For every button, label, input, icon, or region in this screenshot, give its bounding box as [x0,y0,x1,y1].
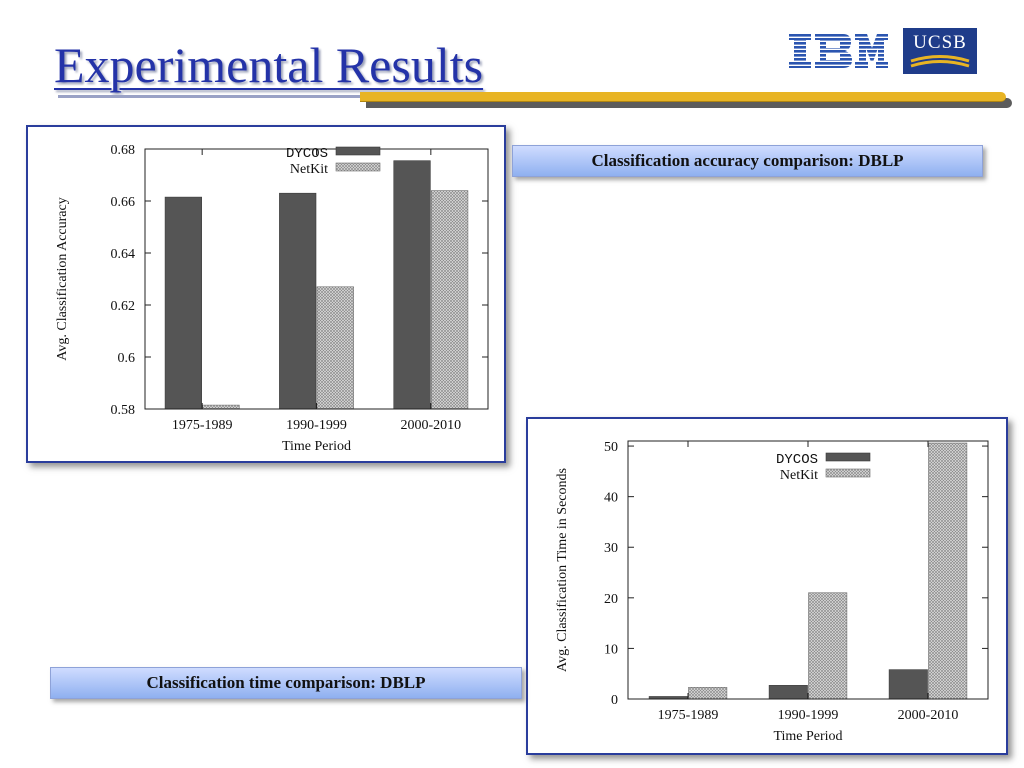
accuracy-bar-dycos-1990-1999 [279,192,317,410]
accuracy-x-tick-label: 1990-1999 [286,418,347,433]
accuracy-x-tick-label: 2000-2010 [400,418,461,433]
title-underline-rule [58,95,378,98]
accent-rule [360,92,1006,102]
accuracy-bar-netkit-2000-2010 [431,190,469,410]
accuracy-y-tick-label: 0.68 [111,143,136,158]
accuracy-legend-label-netkit: NetKit [290,162,328,177]
accuracy-y-tick-label: 0.6 [118,351,136,366]
accuracy-y-tick-label: 0.66 [111,195,136,210]
accuracy-y-tick-label: 0.58 [111,403,136,418]
time-bar-dycos-2000-2010 [888,669,928,700]
accuracy-legend-swatch-netkit [335,162,381,172]
time-y-tick-label: 30 [604,541,618,556]
time-chart-box: 0 10 20 30 40 50 1975-1989 1990-1999 2000-2010 Ti… [526,417,1008,755]
ibm-logo [787,30,890,70]
time-bar-netkit-1975-1989 [688,687,728,700]
time-bar-dycos-1990-1999 [768,685,808,700]
time-legend-swatch-netkit [825,468,871,478]
accuracy-bar-dycos-2000-2010 [393,160,431,410]
time-legend-label-netkit: NetKit [780,468,818,483]
time-bar-chart: 0 10 20 30 40 50 1975-1989 1990-1999 2000-2010 Ti… [555,440,989,744]
time-caption: Classification time comparison: DBLP [50,667,522,699]
time-bar-netkit-1990-1999 [808,592,848,700]
time-legend-swatch-dycos [825,452,871,462]
time-x-tick-label: 1990-1999 [778,708,839,723]
accuracy-bar-netkit-1990-1999 [316,286,354,410]
time-y-tick-label: 40 [604,491,618,506]
time-y-tick-label: 10 [604,642,618,657]
accuracy-y-tick-label: 0.62 [111,299,136,314]
accuracy-bar-netkit-1975-1989 [202,404,240,410]
ucsb-logo-text: UCSB [913,32,967,53]
accuracy-x-axis-label: Time Period [282,439,351,454]
time-legend-label-dycos: DYCOS [776,452,818,468]
accuracy-y-axis-label: Avg. Classification Accuracy [55,197,70,360]
time-x-tick-label: 1975-1989 [658,708,719,723]
time-bar-netkit-2000-2010 [928,442,968,700]
accuracy-chart-box: 0.58 0.6 0.62 0.64 0.66 0.68 1975-1989 1990-199… [26,125,506,463]
accuracy-bar-chart: 0.58 0.6 0.62 0.64 0.66 0.68 1975-1989 1990-199… [55,143,489,454]
accent-rule-shadow [366,98,1012,108]
time-y-tick-label: 50 [604,440,618,455]
time-y-axis-label: Avg. Classification Time in Seconds [555,468,570,672]
accuracy-x-tick-label: 1975-1989 [172,418,233,433]
ucsb-logo: UCSB [903,28,977,74]
accuracy-bar-dycos-1975-1989 [164,196,202,410]
time-x-axis-label: Time Period [773,729,842,744]
slide-title: Experimental Results [54,37,484,93]
accuracy-caption: Classification accuracy comparison: DBLP [512,145,983,177]
accuracy-y-tick-label: 0.64 [111,247,136,262]
accuracy-legend-label-dycos: DYCOS [286,146,328,162]
accuracy-legend-swatch-dycos [335,146,381,156]
time-x-tick-label: 2000-2010 [898,708,959,723]
time-y-tick-label: 0 [611,693,618,708]
time-y-tick-label: 20 [604,592,618,607]
